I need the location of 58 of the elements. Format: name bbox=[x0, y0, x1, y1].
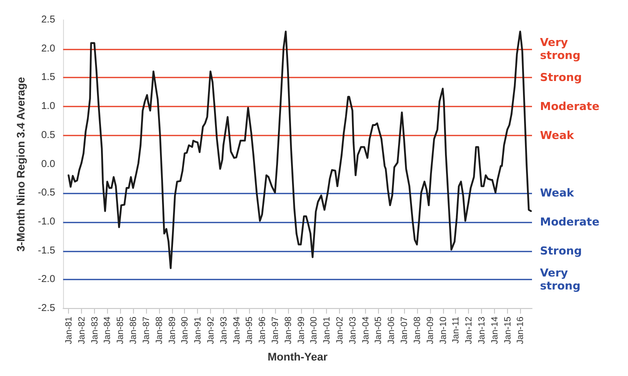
x-tick-label: Jan-88 bbox=[154, 316, 164, 344]
x-tick-label: Jan-10 bbox=[438, 316, 448, 344]
x-tick-label: Jan-07 bbox=[399, 316, 410, 344]
x-tick-label: Jan-11 bbox=[450, 316, 461, 344]
x-tick-label: Jan-04 bbox=[360, 316, 370, 344]
x-tick-label: Jan-02 bbox=[334, 316, 345, 344]
ref-line-label: Very strong bbox=[540, 36, 580, 62]
x-tick-label: Jan-86 bbox=[128, 316, 138, 344]
x-tick-label: Jan-13 bbox=[476, 316, 486, 344]
x-tick-label: Jan-01 bbox=[322, 316, 332, 344]
y-tick-label: -1.0 bbox=[38, 216, 56, 228]
x-tick-label: Jan-89 bbox=[166, 316, 177, 344]
x-tick-label: Jan-98 bbox=[282, 316, 293, 344]
x-tick-label: Jan-15 bbox=[502, 316, 512, 344]
x-tick-label: Jan-84 bbox=[102, 316, 112, 344]
ref-line-label: Weak bbox=[540, 186, 575, 200]
x-tick-label: Jan-83 bbox=[89, 316, 100, 344]
y-tick-label: 1.0 bbox=[41, 101, 56, 112]
y-tick-label: -1.5 bbox=[38, 245, 56, 256]
y-tick-label: 2.0 bbox=[41, 43, 56, 54]
x-axis-title: Month-Year bbox=[268, 352, 328, 364]
x-tick-label: Jan-90 bbox=[180, 316, 190, 344]
ref-line-label: Strong bbox=[540, 71, 582, 84]
ref-line-label: Strong bbox=[540, 244, 582, 258]
y-tick-label: 0.5 bbox=[41, 130, 56, 141]
x-tick-label: Jan-08 bbox=[412, 316, 422, 344]
x-tick-label: Jan-06 bbox=[386, 316, 396, 344]
x-tick-label: Jan-05 bbox=[373, 316, 384, 344]
x-tick-label: Jan-92 bbox=[205, 316, 216, 344]
x-tick-label: Jan-16 bbox=[515, 316, 526, 344]
x-tick-label: Jan-85 bbox=[115, 316, 126, 344]
x-tick-label: Jan-99 bbox=[296, 316, 306, 344]
line-series bbox=[68, 30, 532, 270]
y-tick-label: 1.5 bbox=[41, 72, 56, 84]
y-tick-label: -0.5 bbox=[38, 188, 56, 199]
x-tick-label: Jan-14 bbox=[489, 316, 500, 344]
x-tick-label: Jan-97 bbox=[270, 316, 280, 344]
x-tick-label: Jan-09 bbox=[424, 316, 435, 344]
x-tick-label: Jan-00 bbox=[308, 316, 319, 344]
y-tick-label: 0.0 bbox=[41, 158, 56, 170]
ref-line-label: Moderate bbox=[540, 216, 600, 229]
ref-line-label: Very strong bbox=[540, 266, 580, 293]
ref-line-label: Weak bbox=[540, 128, 575, 142]
x-tick-label: Jan-96 bbox=[257, 316, 268, 344]
x-tick-label: Jan-91 bbox=[192, 316, 203, 344]
y-axis-title: 3-Month Nino Region 3.4 Average bbox=[16, 76, 28, 252]
y-tick-label: -2.5 bbox=[38, 303, 56, 314]
x-tick-label: Jan-95 bbox=[244, 316, 254, 344]
x-tick-label: Jan-94 bbox=[231, 316, 242, 344]
x-tick-label: Jan-81 bbox=[64, 316, 74, 344]
y-tick-label: 2.5 bbox=[41, 14, 56, 26]
ref-line-label: Moderate bbox=[540, 100, 600, 114]
x-tick-label: Jan-03 bbox=[347, 316, 358, 344]
x-tick-label: Jan-12 bbox=[464, 316, 474, 344]
x-tick-label: Jan-87 bbox=[140, 316, 151, 344]
x-tick-label: Jan-93 bbox=[218, 316, 228, 344]
y-tick-label: -2.0 bbox=[38, 274, 56, 286]
x-tick-label: Jan-82 bbox=[76, 316, 86, 344]
